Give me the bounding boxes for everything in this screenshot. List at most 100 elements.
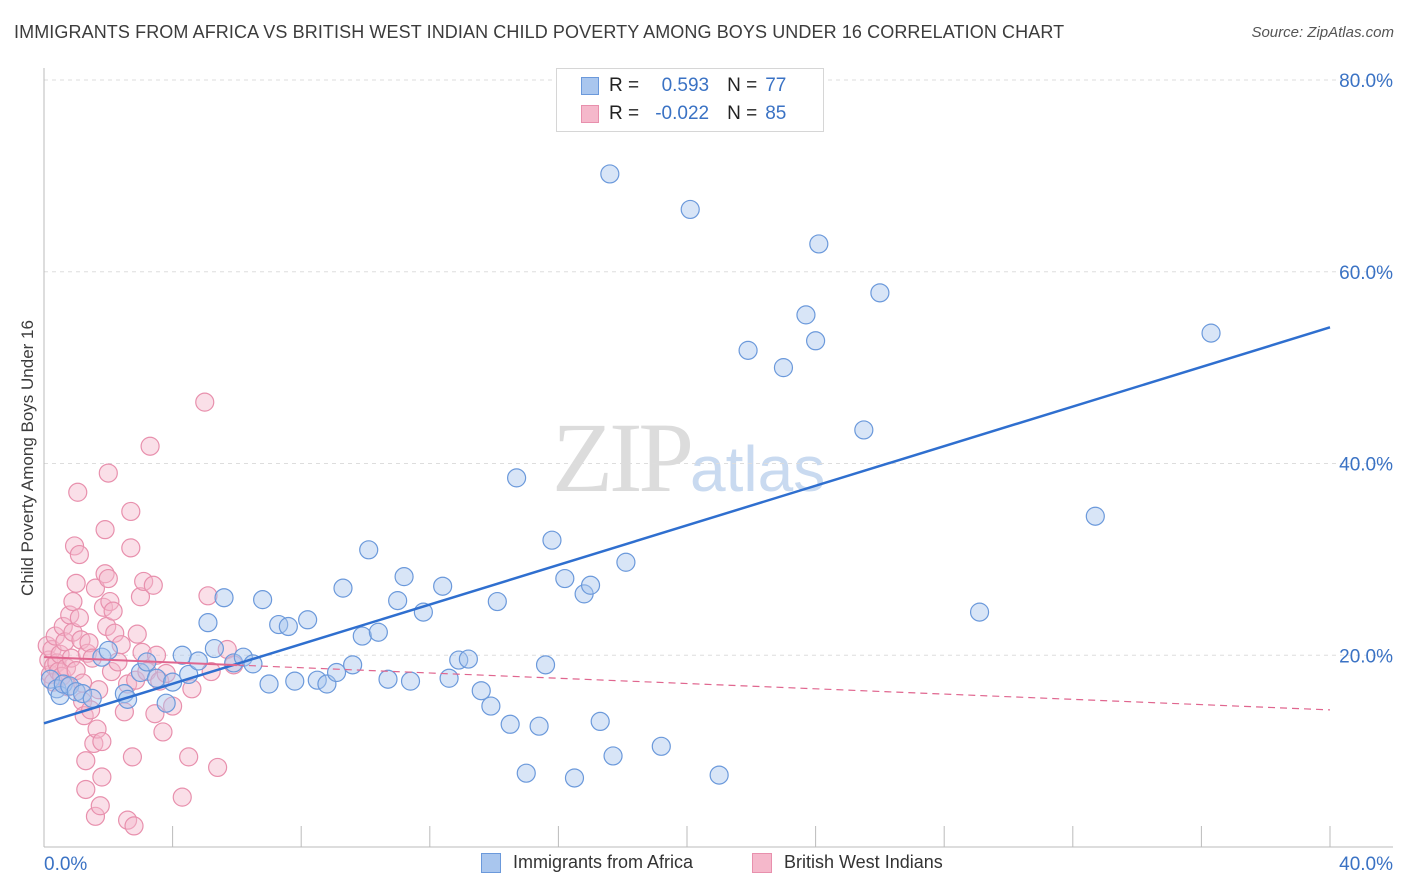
legend-row-bwi: R = -0.022 N = 85 (581, 101, 786, 127)
point-africa (400, 671, 421, 691)
point-africa (535, 655, 556, 675)
grid-layer (44, 79, 1393, 656)
point-bwi (146, 645, 167, 665)
point-bwi (92, 731, 112, 752)
point-bwi (172, 787, 192, 807)
series-british-west-indians (37, 392, 244, 836)
point-bwi (53, 616, 73, 637)
correlation-legend: R = 0.593 N = 77 R = -0.022 N = 85 (556, 68, 824, 132)
point-africa (500, 714, 520, 734)
point-africa (298, 610, 318, 630)
point-africa (214, 588, 234, 608)
point-africa (156, 693, 176, 713)
point-bwi (208, 757, 228, 778)
point-bwi (134, 571, 154, 592)
point-africa (555, 568, 575, 589)
point-bwi (179, 747, 199, 767)
point-africa (326, 662, 347, 683)
legend-n-value-africa: 77 (765, 75, 787, 96)
point-africa (458, 649, 478, 669)
y-tick-label: 80.0% (1339, 71, 1393, 92)
point-africa (188, 651, 208, 671)
point-bwi (143, 575, 163, 595)
point-bwi (69, 608, 89, 628)
point-africa (680, 199, 700, 220)
point-bwi (182, 679, 202, 699)
point-africa (809, 234, 829, 254)
legend-swatch-africa (581, 77, 599, 95)
point-bwi (76, 779, 96, 800)
point-bwi (95, 520, 115, 540)
point-africa (394, 567, 414, 587)
point-africa (870, 283, 890, 303)
point-bwi (101, 661, 122, 682)
point-bwi (76, 751, 96, 771)
point-bwi (124, 816, 144, 836)
legend-swatch-bwi (581, 105, 599, 123)
y-tick-label: 40.0% (1339, 455, 1393, 476)
point-bwi (79, 633, 99, 653)
point-bwi (85, 806, 106, 826)
chart-source: Source: ZipAtlas.com (1251, 24, 1394, 41)
chart-title: IMMIGRANTS FROM AFRICA VS BRITISH WEST I… (14, 22, 1065, 42)
point-bwi (153, 722, 173, 742)
legend-r-value-bwi: -0.022 (655, 103, 710, 124)
point-bwi (98, 568, 118, 589)
point-africa (269, 614, 289, 635)
legend-r-label: R = (609, 103, 640, 124)
point-africa (796, 305, 816, 325)
point-bwi (198, 586, 218, 606)
series-legend: Immigrants from Africa British West Indi… (0, 850, 1406, 880)
point-africa (172, 645, 192, 665)
tick-label-layer: 20.0% 40.0% 60.0% 80.0% 0.0% 40.0% (44, 71, 1393, 875)
point-africa (285, 671, 305, 691)
point-africa (253, 590, 273, 610)
point-africa (542, 530, 562, 550)
y-tick-label: 60.0% (1339, 263, 1393, 284)
point-africa (198, 613, 218, 633)
point-africa (433, 576, 453, 596)
axis-layer (43, 68, 1393, 848)
point-africa (854, 420, 874, 440)
point-bwi (121, 538, 141, 558)
point-africa (471, 681, 491, 701)
point-africa (449, 650, 469, 670)
point-bwi (103, 601, 123, 621)
legend-item-bwi[interactable]: British West Indians (752, 852, 943, 873)
point-africa (368, 622, 388, 642)
point-bwi (195, 392, 215, 412)
legend-n-label: N = (727, 103, 758, 124)
point-africa (969, 602, 990, 622)
point-africa (82, 688, 102, 708)
point-africa (1085, 506, 1105, 526)
legend-swatch-africa (481, 852, 501, 873)
point-africa (580, 575, 601, 595)
legend-item-africa[interactable]: Immigrants from Africa (481, 852, 693, 873)
point-bwi (55, 632, 75, 652)
point-bwi (121, 501, 141, 522)
point-africa (352, 626, 372, 646)
point-africa (98, 640, 118, 661)
legend-row-africa: R = 0.593 N = 77 (581, 73, 786, 99)
point-africa (600, 164, 620, 184)
x-tick-label: 0.0% (44, 854, 87, 875)
point-bwi (66, 573, 86, 593)
point-africa (651, 736, 671, 756)
point-africa (516, 763, 536, 783)
point-africa (773, 358, 794, 378)
point-africa (359, 540, 379, 560)
point-africa (590, 711, 610, 732)
point-africa (333, 578, 353, 598)
point-africa (72, 683, 93, 704)
point-bwi (130, 587, 151, 607)
point-africa (439, 668, 459, 688)
y-tick-label: 20.0% (1339, 646, 1393, 667)
point-bwi (63, 622, 83, 642)
trend-line-bwi (236, 664, 1331, 711)
legend-r-value-africa: 0.593 (661, 75, 710, 96)
point-africa (738, 340, 758, 360)
x-tick-label: 40.0% (1339, 854, 1393, 875)
point-africa (709, 765, 729, 785)
point-africa (40, 669, 61, 689)
